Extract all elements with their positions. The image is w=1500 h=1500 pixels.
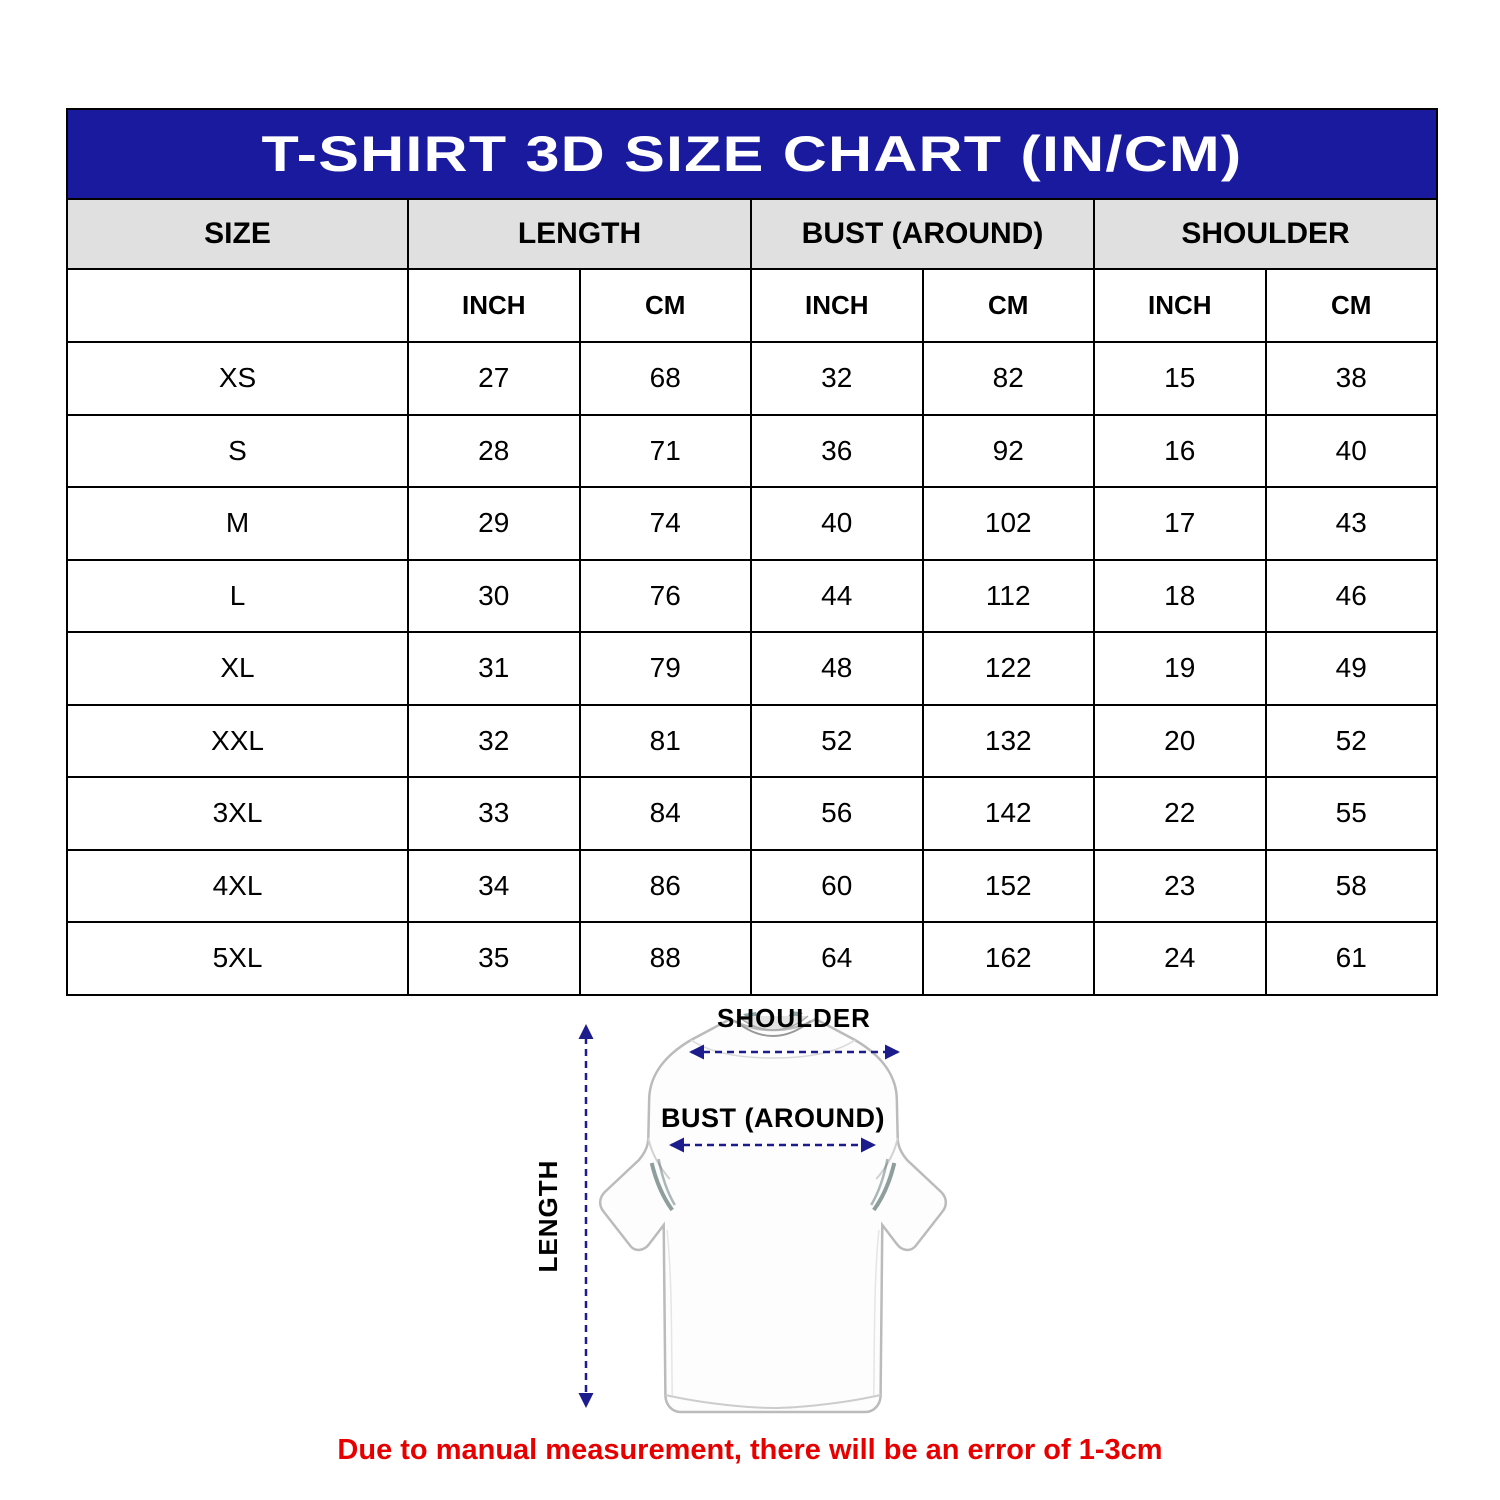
svg-text:LENGTH: LENGTH	[533, 1160, 563, 1273]
svg-text:BUST (AROUND): BUST (AROUND)	[661, 1103, 885, 1133]
svg-text:SHOULDER: SHOULDER	[717, 1003, 871, 1033]
